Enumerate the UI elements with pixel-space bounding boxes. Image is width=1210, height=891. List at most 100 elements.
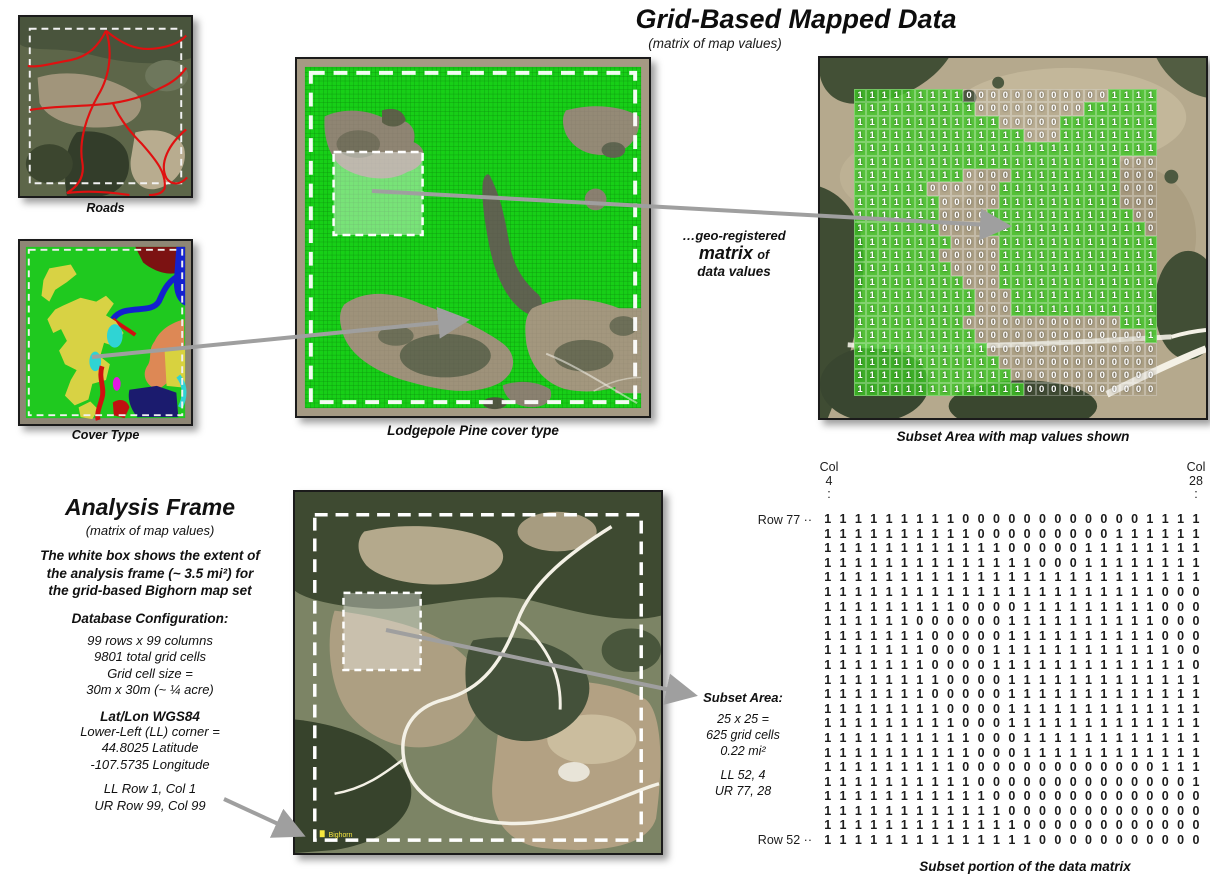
map-value-cell: 1 (1144, 235, 1157, 250)
matrix-value: 1 (1069, 716, 1077, 731)
map-value-cell: 1 (854, 169, 867, 183)
matrix-value: 1 (946, 716, 954, 731)
matrix-value: 0 (1161, 599, 1169, 614)
map-value-cell: 0 (1071, 382, 1085, 396)
matrix-value: 1 (992, 555, 1000, 570)
matrix-value: 1 (1146, 657, 1154, 672)
matrix-value: 1 (992, 657, 1000, 672)
matrix-value: 1 (1146, 628, 1154, 643)
matrix-value: 0 (1039, 526, 1046, 541)
matrix-value: 1 (900, 818, 908, 833)
matrix-value: 1 (1100, 701, 1108, 716)
map-value-cell: 0 (1035, 102, 1048, 116)
map-value-cell: 0 (962, 182, 976, 196)
matrix-value: 0 (946, 672, 954, 687)
matrix-value: 1 (839, 643, 847, 658)
map-value-cell: 1 (938, 102, 951, 116)
matrix-value: 0 (1115, 760, 1123, 775)
matrix-value: 1 (1115, 687, 1123, 702)
map-value-cell: 1 (950, 382, 963, 396)
map-value-cell: 1 (1047, 155, 1060, 170)
matrix-value: 0 (962, 687, 970, 702)
matrix-value: 1 (1131, 541, 1139, 556)
matrix-value: 0 (977, 701, 985, 716)
map-value-cell: 1 (962, 355, 976, 370)
matrix-value: 1 (824, 657, 832, 672)
matrix-value: 1 (1039, 628, 1046, 643)
matrix-value: 1 (1131, 599, 1139, 614)
roads-map-label: Roads (86, 201, 125, 215)
matrix-value: 1 (1131, 555, 1139, 570)
matrix-value: 1 (946, 745, 954, 760)
map-value-cell: 1 (1144, 289, 1157, 303)
matrix-value: 1 (977, 541, 985, 556)
matrix-value: 0 (992, 628, 1000, 643)
matrix-value: 1 (1146, 687, 1154, 702)
map-value-cell: 0 (1059, 329, 1072, 343)
matrix-value: 1 (1008, 555, 1016, 570)
matrix-value: 1 (854, 614, 862, 629)
bighorn-marker-label: Bighorn (329, 832, 353, 839)
matrix-value: 1 (854, 818, 862, 833)
matrix-value: 0 (1054, 541, 1062, 556)
matrix-value: 1 (1192, 512, 1200, 526)
map-value-cell: 1 (1108, 222, 1121, 236)
matrix-col-end-ellipsis: : (1194, 487, 1198, 501)
matrix-value: 1 (1100, 657, 1108, 672)
matrix-value: 1 (1131, 657, 1139, 672)
matrix-value: 1 (962, 584, 970, 599)
matrix-value: 1 (854, 584, 862, 599)
matrix-value: 1 (870, 643, 878, 658)
map-value-cell: 1 (866, 115, 879, 130)
map-value-cell: 0 (999, 115, 1012, 130)
matrix-value: 1 (1085, 541, 1092, 556)
matrix-value: 1 (900, 584, 908, 599)
map-value-cell: 1 (914, 89, 927, 103)
map-value-cell: 1 (999, 155, 1012, 170)
map-value-cell: 1 (914, 142, 927, 156)
map-value-cell: 0 (950, 235, 963, 250)
map-value-cell: 1 (878, 329, 891, 343)
matrix-value: 1 (900, 687, 908, 702)
matrix-value: 1 (1100, 584, 1108, 599)
matrix-value: 1 (1054, 643, 1062, 658)
map-value-cell: 1 (950, 302, 963, 316)
bighorn-marker: Bighorn (319, 830, 353, 839)
matrix-value: 0 (1008, 541, 1016, 556)
map-value-cell: 1 (926, 195, 939, 210)
map-value-cell: 1 (854, 115, 867, 130)
map-value-cell: 1 (878, 115, 891, 130)
matrix-value: 0 (1039, 555, 1046, 570)
matrix-col-start-ellipsis: : (827, 487, 831, 501)
matrix-value: 1 (916, 833, 924, 848)
matrix-value: 1 (1008, 687, 1016, 702)
map-value-cell: 1 (902, 115, 915, 130)
matrix-value: 1 (824, 570, 832, 585)
matrix-value: 1 (900, 730, 908, 745)
map-value-cell: 1 (938, 235, 951, 250)
map-value-cell: 0 (1047, 382, 1060, 396)
map-value-cell: 1 (938, 115, 951, 130)
matrix-value: 0 (1085, 512, 1092, 526)
analysis-frame-block: Analysis Frame (matrix of map values) Th… (5, 494, 295, 814)
map-value-cell: 1 (1047, 222, 1060, 236)
map-value-cell: 1 (1071, 222, 1085, 236)
map-value-cell: 0 (950, 182, 963, 196)
latlon-line: Lower-Left (LL) corner = (80, 723, 220, 739)
matrix-value: 0 (977, 657, 985, 672)
map-value-cell: 1 (890, 262, 903, 276)
matrix-value: 1 (839, 701, 847, 716)
matrix-value: 1 (1115, 541, 1123, 556)
matrix-value: 1 (931, 818, 939, 833)
matrix-value: 1 (1023, 687, 1031, 702)
map-value-cell: 1 (962, 342, 976, 356)
matrix-value: 1 (1100, 628, 1108, 643)
map-value-cell: 0 (1096, 89, 1109, 103)
map-value-cell: 1 (938, 342, 951, 356)
